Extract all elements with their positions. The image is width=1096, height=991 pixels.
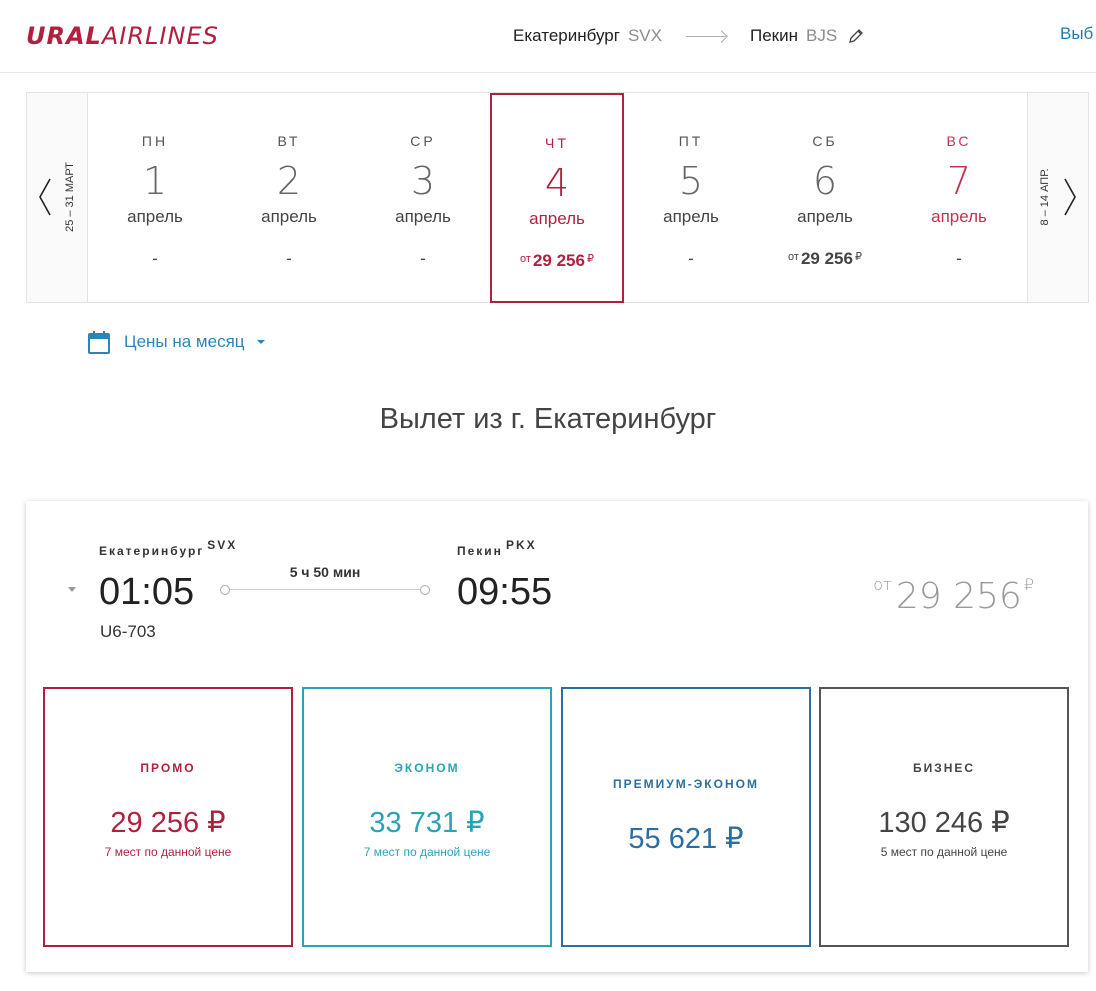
- flight-card: Екатеринбург SVX 01:05 U6-703 5 ч 50 мин …: [26, 501, 1088, 972]
- date-cell-mon[interactable]: ПН 1 апрель -: [88, 93, 222, 302]
- next-week-label: 8 – 14 АПР.: [1039, 168, 1051, 226]
- arrival-time: 09:55: [457, 571, 553, 613]
- next-week-button[interactable]: 8 – 14 АПР.: [1027, 93, 1088, 302]
- route-arrow-icon: [685, 35, 726, 37]
- fare-price: 33 731 ₽: [369, 807, 485, 839]
- departure-city-name: Екатеринбург: [99, 544, 205, 558]
- logo-text-bold: URAL: [26, 22, 102, 50]
- day-number: 7: [946, 159, 972, 203]
- choose-link[interactable]: Выб: [1060, 24, 1094, 43]
- day-of-week: ВС: [946, 133, 972, 149]
- date-cell-sat[interactable]: СБ 6 апрель от 29 256 ₽: [758, 93, 892, 302]
- fare-name: ПРЕМИУМ-ЭКОНОМ: [613, 777, 759, 791]
- fare-econom[interactable]: ЭКОНОМ 33 731 ₽ 7 мест по данной цене: [302, 687, 552, 947]
- flight-duration: 5 ч 50 мин: [289, 564, 361, 580]
- fare-name: БИЗНЕС: [912, 761, 976, 775]
- day-month: апрель: [797, 207, 853, 226]
- route-summary: Екатеринбург SVX Пекин BJS: [513, 24, 865, 48]
- logo-text-light: AIRLINES: [101, 22, 219, 50]
- price-from-prefix: от: [873, 575, 892, 594]
- month-prices-toggle[interactable]: Цены на месяц: [88, 330, 265, 354]
- day-number: 6: [812, 159, 838, 203]
- chevron-right-icon: [1064, 178, 1076, 216]
- ural-airlines-logo[interactable]: URAL AIRLINES: [26, 22, 219, 50]
- day-of-week: ПТ: [678, 133, 704, 149]
- fare-name: ЭКОНОМ: [394, 761, 460, 775]
- day-month: апрель: [127, 207, 183, 226]
- day-of-week: СР: [410, 133, 436, 149]
- day-price: -: [420, 249, 426, 268]
- calendar-icon: [88, 331, 110, 354]
- arrival-city-name: Пекин: [457, 544, 503, 558]
- price-from-prefix: от: [788, 251, 799, 263]
- day-month: апрель: [529, 209, 585, 228]
- date-cell-thu-selected[interactable]: ЧТ 4 апрель от 29 256 ₽: [490, 93, 624, 303]
- day-of-week: ПН: [141, 133, 169, 149]
- fare-price: 130 246 ₽: [878, 807, 1010, 839]
- fare-name: ПРОМО: [140, 761, 196, 775]
- top-header: URAL AIRLINES Екатеринбург SVX Пекин BJS …: [0, 0, 1096, 73]
- arrival-dot-icon: [420, 585, 430, 595]
- fare-business[interactable]: БИЗНЕС 130 246 ₽ 5 мест по данной цене: [819, 687, 1069, 947]
- fare-seats: 7 мест по данной цене: [363, 845, 491, 859]
- fare-price: 55 621 ₽: [628, 823, 744, 855]
- date-cell-sun[interactable]: ВС 7 апрель -: [892, 93, 1026, 302]
- day-price: от 29 256 ₽: [492, 251, 622, 271]
- fare-promo[interactable]: ПРОМО 29 256 ₽ 7 мест по данной цене: [43, 687, 293, 947]
- date-cell-tue[interactable]: ВТ 2 апрель -: [222, 93, 356, 302]
- day-number: 2: [276, 159, 302, 203]
- day-of-week: ЧТ: [545, 135, 569, 151]
- duration-line: [222, 589, 430, 590]
- departure-airport-code: SVX: [207, 538, 238, 552]
- day-number: 3: [410, 159, 436, 203]
- day-number: 4: [544, 161, 570, 205]
- price-from-prefix: от: [520, 253, 531, 265]
- day-month: апрель: [395, 207, 451, 226]
- ruble-sign: ₽: [586, 253, 594, 265]
- fare-premium-econom[interactable]: ПРЕМИУМ-ЭКОНОМ 55 621 ₽: [561, 687, 811, 947]
- expand-details-caret-icon[interactable]: [68, 587, 76, 592]
- previous-week-button[interactable]: 25 – 31 МАРТ: [27, 93, 88, 302]
- origin-code: SVX: [627, 26, 662, 45]
- lowest-price: от 29 256 ₽: [873, 575, 1034, 617]
- edit-route-pencil-icon[interactable]: [847, 27, 865, 45]
- day-price: от 29 256 ₽: [758, 249, 892, 269]
- departure-dot-icon: [220, 585, 230, 595]
- fare-seats: 7 мест по данной цене: [104, 845, 232, 859]
- origin-city: Екатеринбург: [513, 26, 620, 45]
- ruble-sign: ₽: [854, 251, 862, 263]
- day-price: -: [688, 249, 694, 268]
- flight-number: U6-703: [100, 622, 156, 641]
- day-number: 5: [678, 159, 704, 203]
- month-prices-label: Цены на месяц: [124, 332, 245, 351]
- day-month: апрель: [931, 207, 987, 226]
- date-cell-wed[interactable]: СР 3 апрель -: [356, 93, 490, 302]
- departure-city: Екатеринбург SVX: [99, 538, 237, 558]
- day-price: -: [956, 249, 962, 268]
- arrival-city: Пекин PKX: [457, 538, 537, 558]
- day-of-week: СБ: [812, 133, 838, 149]
- departure-time: 01:05: [99, 571, 195, 613]
- price-amount: 29 256: [800, 249, 853, 268]
- caret-down-icon: [256, 340, 265, 344]
- ruble-sign: ₽: [1023, 575, 1034, 594]
- destination-city: Пекин: [749, 26, 798, 45]
- arrival-airport-code: PKX: [505, 538, 537, 552]
- previous-week-label: 25 – 31 МАРТ: [64, 162, 76, 232]
- departure-section-title: Вылет из г. Екатеринбург: [379, 403, 717, 435]
- date-cell-fri[interactable]: ПТ 5 апрель -: [624, 93, 758, 302]
- date-selector: 25 – 31 МАРТ ПН 1 апрель - ВТ 2 апрель -…: [26, 92, 1089, 303]
- price-amount: 29 256: [532, 251, 585, 270]
- lowest-price-amount: 29 256: [895, 576, 1022, 617]
- day-month: апрель: [261, 207, 317, 226]
- day-price: -: [286, 249, 292, 268]
- chevron-left-icon: [39, 178, 51, 216]
- day-number: 1: [142, 159, 168, 203]
- day-month: апрель: [663, 207, 719, 226]
- fare-seats: 5 мест по данной цене: [880, 845, 1008, 859]
- day-price: -: [152, 249, 158, 268]
- destination-code: BJS: [805, 26, 838, 45]
- day-of-week: ВТ: [277, 133, 301, 149]
- fare-price: 29 256 ₽: [110, 807, 226, 839]
